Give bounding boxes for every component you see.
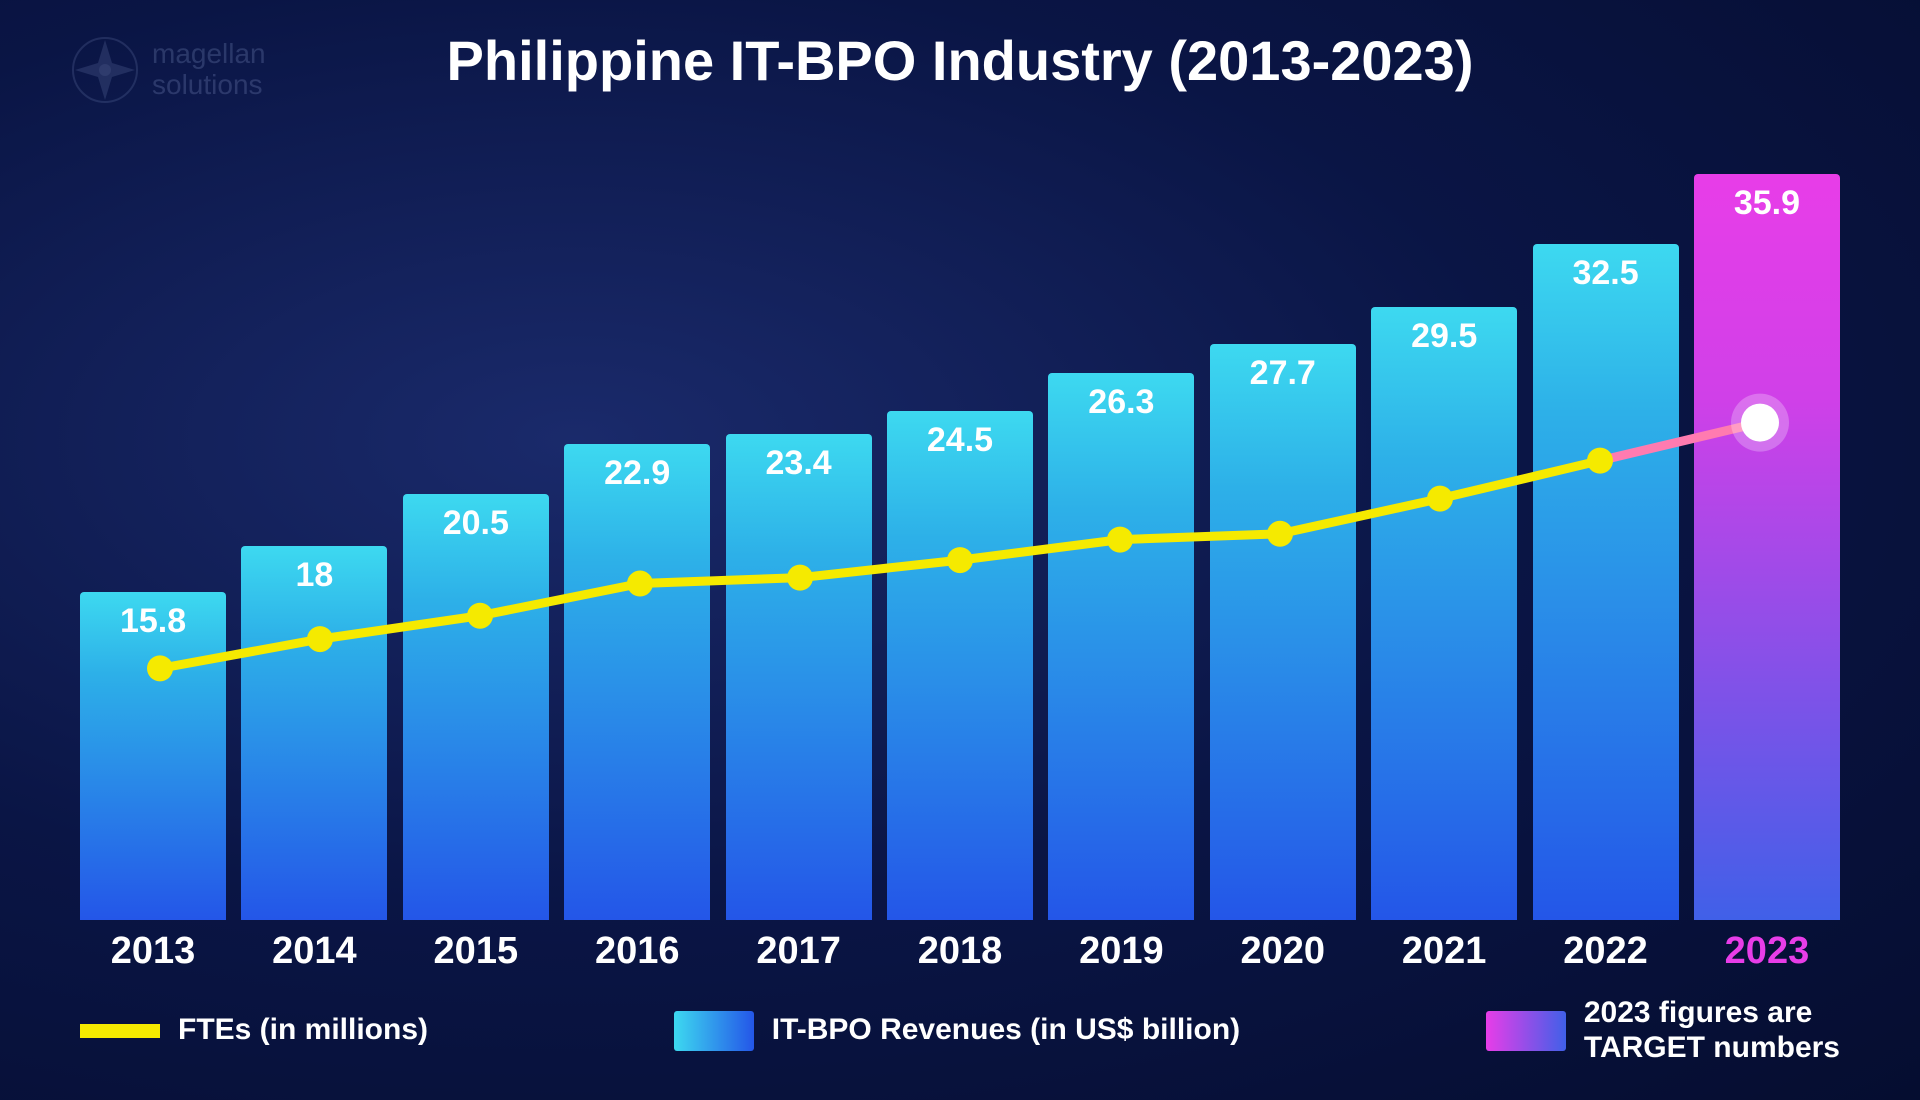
bar-revenue: 22.9 <box>564 444 710 920</box>
bar-group: 0.8615.8 <box>80 130 226 920</box>
revenue-value-label: 23.4 <box>726 444 872 483</box>
legend-target: 2023 figures are TARGET numbers <box>1486 996 1840 1065</box>
chart-title: Philippine IT-BPO Industry (2013-2023) <box>447 28 1474 93</box>
bar-group: 1.5732.5 <box>1533 130 1679 920</box>
legend-ftes-label: FTEs (in millions) <box>178 1013 428 1048</box>
bar-group: 1.0420.5 <box>403 130 549 920</box>
bar-revenue: 26.3 <box>1048 373 1194 920</box>
legend-ftes: FTEs (in millions) <box>80 1013 428 1048</box>
bar-revenue: 29.5 <box>1371 307 1517 920</box>
revenue-value-label: 24.5 <box>887 421 1033 460</box>
revenue-value-label: 29.5 <box>1371 317 1517 356</box>
xaxis-year-label: 2019 <box>1048 930 1194 973</box>
bar-group: 0.9618 <box>241 130 387 920</box>
bar-revenue: 18 <box>241 546 387 920</box>
xaxis-year-label: 2013 <box>80 930 226 973</box>
bar-revenue: 20.5 <box>403 494 549 920</box>
xaxis-year-label: 2018 <box>887 930 1033 973</box>
legend-revenues-label: IT-BPO Revenues (in US$ billion) <box>772 1013 1240 1048</box>
bar-target: 35.9 <box>1694 174 1840 920</box>
logo-line2: solutions <box>152 70 266 101</box>
x-axis: 2013 2014 2015 2016 2017 2018 2019 2020 2021 2022… <box>80 930 1840 973</box>
legend-swatch-target <box>1486 1011 1566 1051</box>
revenue-value-label: 22.9 <box>564 454 710 493</box>
legend-swatch-bar <box>674 1011 754 1051</box>
xaxis-year-label: 2014 <box>241 930 387 973</box>
bar-revenue: 24.5 <box>887 411 1033 920</box>
revenue-value-label: 32.5 <box>1533 254 1679 293</box>
xaxis-year-label: 2017 <box>726 930 872 973</box>
chart-area: 0.8615.80.96181.0420.51.1522.91.1723.41.… <box>80 130 1840 920</box>
bar-group: 1.735.9 <box>1694 130 1840 920</box>
revenue-value-label: 18 <box>241 556 387 595</box>
revenue-value-label: 35.9 <box>1694 184 1840 223</box>
bar-group: 1.326.3 <box>1048 130 1194 920</box>
bar-revenue: 27.7 <box>1210 344 1356 920</box>
legend-target-line2: TARGET numbers <box>1584 1031 1840 1066</box>
brand-logo: magellan solutions <box>70 35 266 105</box>
revenue-value-label: 20.5 <box>403 504 549 543</box>
bar-revenue: 23.4 <box>726 434 872 920</box>
xaxis-year-label: 2021 <box>1371 930 1517 973</box>
bar-group: 1.3227.7 <box>1210 130 1356 920</box>
bar-group: 1.4429.5 <box>1371 130 1517 920</box>
bar-group: 1.1522.9 <box>564 130 710 920</box>
legend-swatch-line <box>80 1024 160 1038</box>
xaxis-year-label: 2015 <box>403 930 549 973</box>
legend: FTEs (in millions) IT-BPO Revenues (in U… <box>80 996 1840 1065</box>
bar-revenue: 32.5 <box>1533 244 1679 920</box>
compass-icon <box>70 35 140 105</box>
xaxis-year-label: 2022 <box>1533 930 1679 973</box>
xaxis-year-label: 2016 <box>564 930 710 973</box>
bar-group: 1.2324.5 <box>887 130 1033 920</box>
legend-revenues: IT-BPO Revenues (in US$ billion) <box>674 1011 1240 1051</box>
bar-group: 1.1723.4 <box>726 130 872 920</box>
bar-revenue: 15.8 <box>80 592 226 920</box>
legend-target-label: 2023 figures are TARGET numbers <box>1584 996 1840 1065</box>
revenue-value-label: 27.7 <box>1210 354 1356 393</box>
revenue-value-label: 26.3 <box>1048 383 1194 422</box>
logo-line1: magellan <box>152 39 266 70</box>
bars-container: 0.8615.80.96181.0420.51.1522.91.1723.41.… <box>80 130 1840 920</box>
legend-target-line1: 2023 figures are <box>1584 996 1840 1031</box>
logo-text: magellan solutions <box>152 39 266 101</box>
xaxis-year-label: 2023 <box>1694 930 1840 973</box>
xaxis-year-label: 2020 <box>1210 930 1356 973</box>
revenue-value-label: 15.8 <box>80 602 226 641</box>
